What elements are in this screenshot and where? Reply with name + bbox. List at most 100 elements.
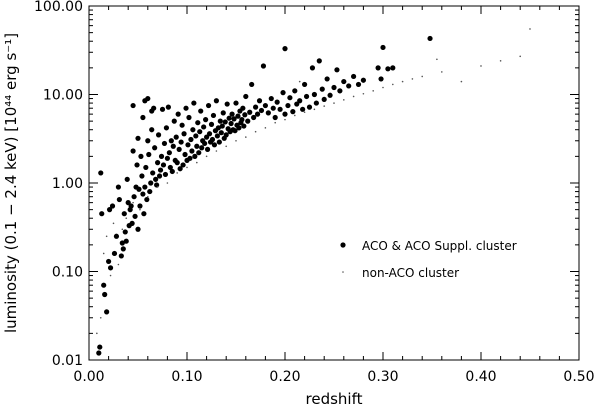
aco-cluster-point (208, 121, 215, 127)
aco-cluster-point (280, 90, 286, 96)
aco-cluster-point (153, 176, 159, 182)
aco-cluster-point (190, 127, 196, 133)
non-aco-cluster-point (139, 208, 141, 211)
non-aco-cluster-point (372, 90, 375, 92)
aco-cluster-point (427, 35, 433, 42)
aco-cluster-point (161, 140, 168, 147)
non-aco-cluster-point (102, 252, 105, 255)
aco-cluster-point (116, 196, 122, 203)
x-tick-label: 0.30 (367, 369, 398, 385)
legend-label-non-aco: non-ACO cluster (362, 266, 459, 280)
aco-cluster-point (210, 112, 217, 119)
aco-cluster-point (265, 110, 271, 116)
aco-cluster-point (120, 246, 126, 252)
aco-cluster-point (131, 194, 137, 200)
aco-cluster-point (316, 58, 322, 64)
aco-cluster-point (222, 119, 228, 125)
aco-cluster-point (130, 102, 136, 109)
legend-marker-aco (340, 242, 346, 248)
aco-cluster-point (151, 105, 157, 111)
aco-cluster-point (121, 211, 127, 217)
non-aco-cluster-point (441, 71, 443, 73)
aco-cluster-point (169, 168, 175, 175)
aco-cluster-point (109, 203, 116, 209)
aco-cluster-point (165, 104, 171, 110)
aco-cluster-point (228, 120, 234, 127)
aco-cluster-point (170, 143, 176, 149)
aco-cluster-point (272, 114, 278, 121)
non-aco-cluster-point (421, 75, 424, 78)
aco-cluster-point (247, 109, 253, 115)
aco-cluster-point (206, 131, 213, 137)
non-aco-cluster-point (382, 86, 384, 89)
aco-cluster-point (102, 291, 108, 298)
non-aco-cluster-point (529, 28, 531, 30)
aco-cluster-point (231, 116, 237, 122)
aco-cluster-point (128, 203, 134, 209)
aco-cluster-point (195, 120, 201, 126)
aco-cluster-point (130, 148, 136, 154)
non-aco-cluster-point (323, 105, 326, 107)
aco-cluster-point (313, 100, 319, 106)
aco-cluster-point (236, 125, 242, 131)
aco-cluster-point (270, 105, 276, 111)
non-aco-cluster-point (284, 118, 286, 121)
aco-cluster-point (162, 171, 169, 178)
aco-cluster-point (149, 127, 155, 133)
aco-cluster-point (380, 44, 386, 51)
aco-cluster-point (256, 98, 263, 104)
non-aco-cluster-point (264, 127, 267, 129)
aco-cluster-point (106, 207, 113, 213)
aco-cluster-point (136, 186, 142, 192)
aco-cluster-point (198, 108, 204, 114)
non-aco-cluster-point (215, 150, 218, 152)
aco-cluster-point (104, 309, 110, 315)
aco-cluster-point (203, 117, 209, 123)
aco-cluster-point (321, 96, 327, 103)
non-aco-cluster-point (303, 111, 306, 114)
aco-cluster-point (175, 111, 181, 117)
legend-marker-non-aco (342, 271, 344, 273)
aco-cluster-point (197, 129, 203, 135)
aco-cluster-point (229, 111, 235, 117)
aco-cluster-point (152, 145, 158, 151)
aco-cluster-point (115, 184, 121, 190)
aco-cluster-point (346, 83, 352, 89)
aco-cluster-point (155, 160, 161, 166)
non-aco-cluster-point (99, 316, 102, 319)
aco-cluster-point (196, 150, 202, 156)
aco-cluster-point (302, 81, 308, 88)
aco-cluster-point (260, 63, 267, 69)
aco-cluster-point (179, 122, 185, 128)
aco-cluster-point (158, 153, 165, 159)
aco-cluster-point (96, 350, 102, 356)
aco-cluster-point (199, 145, 205, 151)
y-tick-label: 1.00 (52, 176, 83, 192)
non-aco-cluster-point (166, 182, 169, 184)
aco-cluster-point (254, 111, 261, 117)
aco-cluster-point (111, 250, 118, 257)
y-tick-label: 10.00 (43, 88, 83, 104)
non-aco-cluster-point (436, 58, 438, 61)
x-tick-label: 0.20 (269, 369, 300, 385)
non-aco-cluster-point (294, 114, 296, 117)
aco-cluster-point (138, 153, 144, 159)
non-aco-cluster-point (112, 222, 115, 225)
non-aco-cluster-point (125, 217, 128, 220)
aco-cluster-point (155, 132, 162, 138)
non-aco-cluster-point (519, 55, 521, 58)
aco-cluster-point (355, 81, 362, 88)
aco-cluster-point (146, 151, 152, 158)
aco-cluster-point (193, 133, 199, 139)
non-aco-cluster-point (105, 235, 108, 238)
aco-cluster-point (274, 99, 280, 105)
aco-cluster-point (253, 104, 259, 110)
legend: ACO & ACO Suppl. cluster non-ACO cluster (340, 239, 517, 280)
aco-cluster-point (226, 115, 232, 121)
aco-cluster-point (150, 170, 156, 176)
aco-cluster-point (148, 180, 154, 186)
aco-cluster-point (192, 153, 198, 159)
plot-frame (88, 5, 580, 361)
aco-cluster-point (154, 182, 160, 188)
x-tick-label: 0.10 (171, 369, 202, 385)
